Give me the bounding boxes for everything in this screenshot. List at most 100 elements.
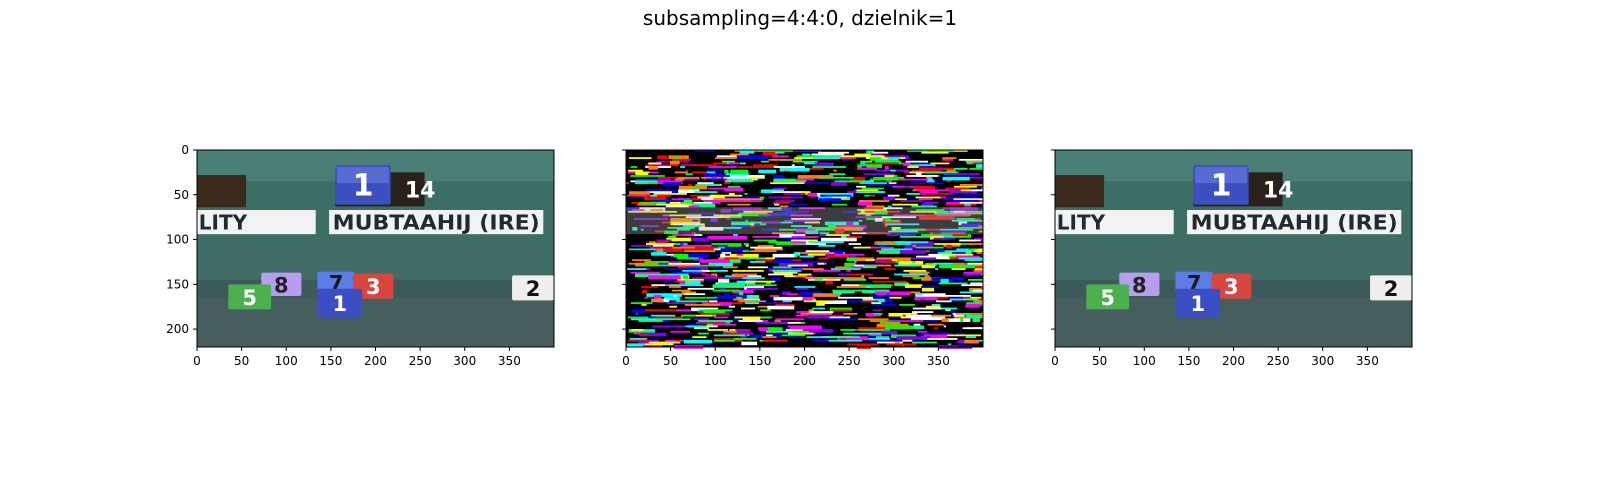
noise-segment [753,155,768,157]
noise-segment [629,191,650,195]
noise-segment [775,152,784,154]
noise-segment [763,340,788,342]
noise-segment [976,164,983,168]
noise-segment [669,306,677,308]
noise-segment [919,198,933,200]
noise-segment [850,256,855,258]
noise-segment [725,311,733,313]
noise-segment [799,256,814,258]
noise-segment [738,166,753,168]
noise-segment [963,272,983,274]
noise-segment [684,179,700,181]
noise-segment [928,179,934,181]
noise-segment [906,175,938,177]
noise-segment [809,241,844,243]
noise-segment [745,281,775,283]
noise-segment [627,268,646,270]
x-tick-label: 250 [1267,354,1290,368]
noise-segment [654,295,662,299]
noise-segment [837,155,868,157]
tag-2-label: 2 [1384,277,1399,301]
noise-segment [684,340,712,344]
noise-segment [772,270,801,272]
noise-segment [900,234,916,236]
noise-segment [665,204,691,206]
noise-segment [865,163,899,165]
noise-segment [960,202,983,204]
noise-segment [886,180,893,182]
noise-segment [911,317,945,321]
noise-segment [657,155,667,159]
noise-segment [792,236,819,238]
noise-segment [714,340,735,342]
noise-segment [685,297,717,299]
noise-segment [676,300,709,302]
noise-segment [816,302,825,306]
tag-1-label: 1 [332,292,347,316]
badge-top-number: 1 [1211,169,1232,204]
noise-segment [942,159,953,161]
noise-segment [849,243,861,245]
x-tick-label: 150 [319,354,342,368]
noise-segment [946,180,952,182]
noise-segment [863,173,894,175]
x-tick-label: 300 [1311,354,1334,368]
noise-segment [973,163,983,165]
noise-segment [960,313,971,315]
noise-segment [672,234,694,236]
noise-segment [857,168,877,170]
tag-2-label: 2 [526,277,541,301]
noise-segment [968,263,983,265]
noise-segment [727,204,750,206]
noise-segment [870,179,891,181]
noise-segment [767,306,794,310]
noise-segment [895,198,907,200]
noise-segment [920,193,953,195]
noise-segment [782,334,805,336]
noise-segment [960,184,983,186]
noise-segment [966,315,983,317]
noise-segment [747,288,778,290]
noise-segment [931,250,945,252]
noise-segment [773,188,787,190]
x-tick-label: 100 [704,354,727,368]
noise-segment [950,311,957,313]
noise-segment [708,166,736,168]
noise-segment [631,302,653,304]
noise-segment [858,202,872,206]
noise-segment [663,182,681,186]
noise-segment [924,171,948,173]
noise-segment [963,274,981,276]
noise-segment [782,197,790,199]
noise-segment [869,195,874,197]
noise-segment [744,243,749,245]
noise-segment [800,252,834,254]
noise-segment [931,163,950,165]
noise-segment [958,340,965,344]
noise-segment [773,259,793,263]
x-tick-label: 50 [663,354,678,368]
noise-segment [939,283,968,285]
noise-segment [865,184,898,186]
noise-segment [871,302,881,304]
noise-segment [715,157,737,159]
noise-segment [869,277,889,279]
noise-segment [933,263,953,265]
noise-segment [639,202,657,204]
noise-segment [784,193,806,195]
noise-segment [740,163,746,165]
noise-segment [772,155,789,157]
noise-segment [651,284,665,286]
noise-segment [770,182,804,184]
noise-segment [750,247,782,249]
noise-segment [908,315,931,317]
noise-segment [919,168,954,170]
noise-segment [787,293,798,295]
noise-segment [838,297,873,299]
noise-segment [885,268,896,270]
noise-segment [916,189,950,191]
badge-top-text: 14 [1263,178,1294,203]
noise-segment [649,342,680,344]
noise-segment [739,300,766,302]
